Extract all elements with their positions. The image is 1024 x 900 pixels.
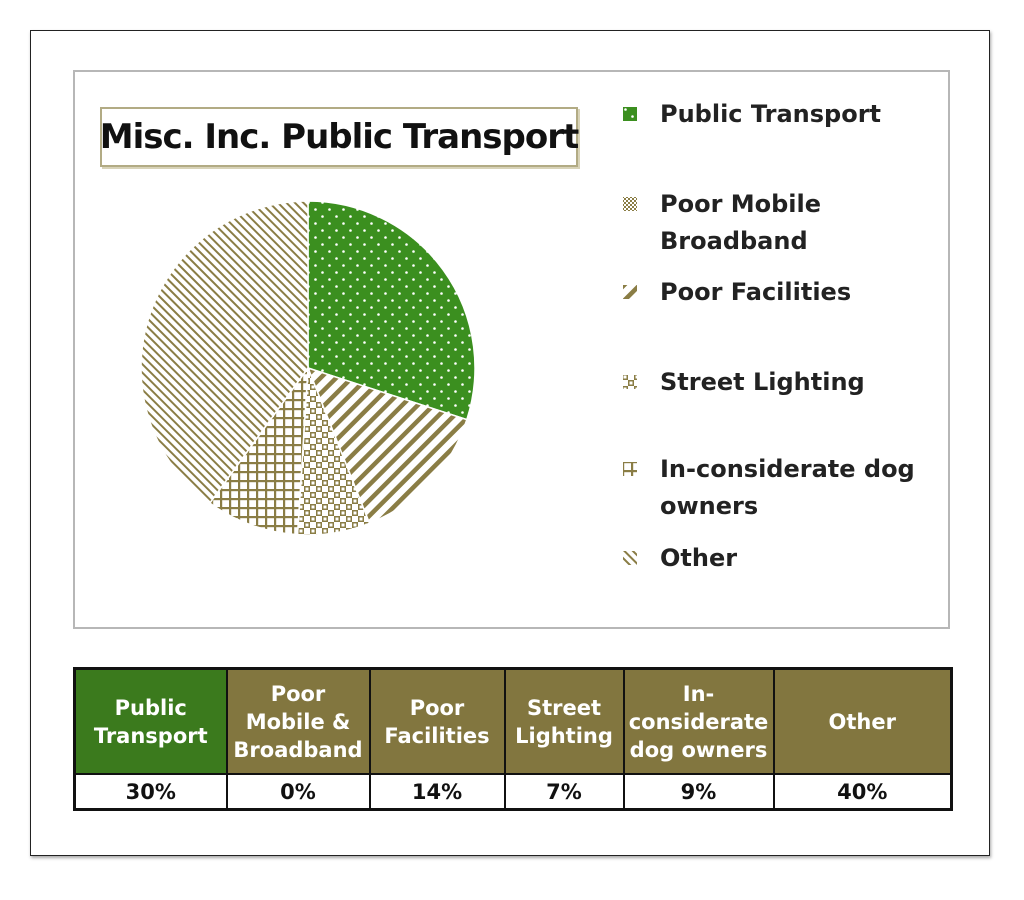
legend-label: Public Transport bbox=[660, 100, 882, 128]
table-header-row: Public Transport Poor Mobile & Broadband… bbox=[73, 667, 953, 775]
legend-swatch-inconsiderate-dog-owners bbox=[623, 462, 637, 476]
table-header-cell: Poor Facilities bbox=[368, 667, 506, 775]
table-cell: 7% bbox=[503, 773, 625, 811]
table-header-cell: Other bbox=[772, 667, 953, 775]
legend-swatch-street-lighting bbox=[623, 375, 637, 389]
table-cell: 0% bbox=[225, 773, 371, 811]
table-header-cell: Public Transport bbox=[73, 667, 228, 775]
data-table: Public Transport Poor Mobile & Broadband… bbox=[73, 667, 953, 811]
table-cell: 14% bbox=[368, 773, 506, 811]
pie-chart bbox=[140, 200, 476, 536]
pie-slice-inconsiderate-dog-owners bbox=[208, 365, 309, 536]
table-cell: 30% bbox=[73, 773, 228, 811]
legend-swatch-other bbox=[623, 551, 637, 565]
pie-slice-other bbox=[140, 200, 309, 505]
legend-swatch-poor-mobile-broadband bbox=[623, 197, 637, 211]
legend-label: Poor Facilities bbox=[660, 278, 852, 306]
table-cell: 40% bbox=[772, 773, 953, 811]
legend-label: Poor Mobile Broadband bbox=[660, 190, 822, 255]
table-header-cell: Poor Mobile & Broadband bbox=[225, 667, 371, 775]
legend-swatch-public-transport bbox=[623, 107, 637, 121]
pie-slice-public-transport bbox=[307, 200, 476, 421]
chart-title: Misc. Inc. Public Transport bbox=[100, 107, 579, 167]
table-header-cell: In-considerate dog owners bbox=[622, 667, 775, 775]
table-cell: 9% bbox=[622, 773, 775, 811]
legend-swatch-poor-facilities bbox=[623, 285, 637, 299]
pie-slice-poor-facilities bbox=[306, 366, 468, 525]
legend-label: Other bbox=[660, 544, 738, 572]
legend-label: In-considerate dog owners bbox=[660, 455, 915, 520]
table-row: 30% 0% 14% 7% 9% 40% bbox=[73, 773, 953, 811]
legend-label: Street Lighting bbox=[660, 368, 865, 396]
table-header-cell: Street Lighting bbox=[503, 667, 625, 775]
